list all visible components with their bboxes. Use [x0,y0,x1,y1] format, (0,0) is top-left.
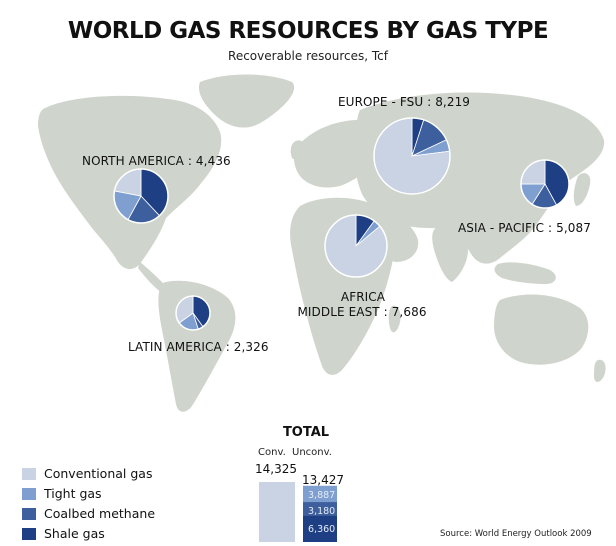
conv-column-label: Conv. [258,447,286,458]
tight-segment-value: 3,887 [308,490,336,501]
pie-outline-north-america [113,168,169,224]
landmass-british-isles [290,140,305,160]
landmass-greenland [198,74,295,128]
legend-label-coalbed: Coalbed methane [44,506,156,521]
pie-asia-pacific [520,159,570,209]
legend-swatch-conventional [22,468,36,480]
conv-total-value: 14,325 [255,462,297,476]
label-middle-east: MIDDLE EAST : 7,686 [297,305,427,319]
pie-latin-america [175,295,211,331]
region-pies [113,117,570,331]
pie-north-america [113,168,169,224]
landmass-japan [573,173,591,206]
landmass-new-zealand [594,359,606,382]
landmass-australia [494,294,589,365]
pie-outline-europe-fsu [373,117,451,195]
chart-subtitle: Recoverable resources, Tcf [228,49,388,63]
legend-label-conventional: Conventional gas [44,466,153,481]
legend-swatch-shale [22,528,36,540]
chart-title: WORLD GAS RESOURCES BY GAS TYPE [67,18,549,44]
legend-swatch-tight [22,488,36,500]
legend-label-shale: Shale gas [44,526,105,541]
total-title: TOTAL [282,425,330,440]
pie-outline-latin-america [175,295,211,331]
landmass-india [432,227,468,282]
pie-outline-asia-pacific [520,159,570,209]
landmass-southeast-asia [494,262,556,284]
label-asia-pacific: ASIA - PACIFIC : 5,087 [458,221,591,235]
shale-segment-value: 6,360 [308,524,336,535]
legend-swatch-coalbed [22,508,36,520]
label-europe-fsu: EUROPE - FSU : 8,219 [338,95,471,109]
pie-africa-middle-east [324,214,388,278]
label-latin-america: LATIN AMERICA : 2,326 [128,340,269,354]
coalbed-segment-value: 3,180 [308,506,336,517]
legend-label-tight: Tight gas [44,486,102,501]
pie-outline-africa-middle-east [324,214,388,278]
label-north-america: NORTH AMERICA : 4,436 [82,154,231,168]
unconv-column-label: Unconv. [292,447,332,458]
landmass-madagascar [388,305,401,333]
unconv-total-value: 13,427 [302,473,344,487]
source-note: Source: World Energy Outlook 2009 [440,529,592,539]
pie-europe-fsu [373,117,451,195]
label-africa: AFRICA [340,290,386,304]
land-masses [38,74,606,412]
